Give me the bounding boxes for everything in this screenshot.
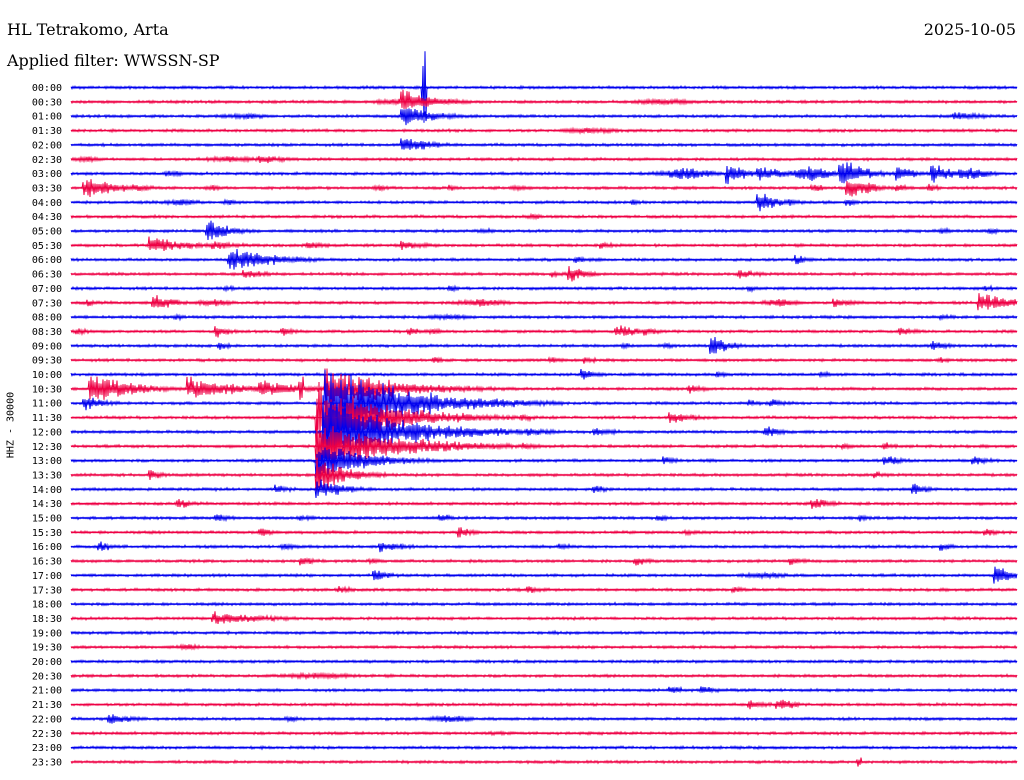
time-label: 09:30 — [32, 356, 62, 367]
time-label: 04:00 — [32, 198, 62, 209]
time-label: 23:00 — [32, 743, 62, 754]
time-label: 19:00 — [32, 628, 62, 639]
time-label: 17:00 — [32, 571, 62, 582]
time-label: 11:30 — [32, 413, 62, 424]
time-label: 14:30 — [32, 499, 62, 510]
time-label: 01:30 — [32, 126, 62, 137]
trace-row — [70, 381, 1018, 447]
trace-row — [70, 293, 1018, 311]
time-label: 00:00 — [32, 83, 62, 94]
trace-group — [70, 51, 1018, 767]
time-label: 02:30 — [32, 155, 62, 166]
time-label: 10:30 — [32, 384, 62, 395]
time-label: 12:00 — [32, 427, 62, 438]
time-label: 03:30 — [32, 183, 62, 194]
time-label: 16:00 — [32, 542, 62, 553]
time-label: 04:30 — [32, 212, 62, 223]
time-label: 07:00 — [32, 284, 62, 295]
time-label: 03:00 — [32, 169, 62, 180]
station-name: HL Tetrakomo, Arta — [7, 20, 169, 39]
time-label: 01:00 — [32, 112, 62, 123]
channel-label: HHZ - 30000 — [5, 391, 17, 459]
time-label: 13:00 — [32, 456, 62, 467]
time-label: 21:30 — [32, 700, 62, 711]
trace-row — [70, 220, 1018, 241]
time-label: 21:00 — [32, 686, 62, 697]
trace-row — [70, 89, 1018, 109]
time-label: 06:30 — [32, 270, 62, 281]
time-label: 20:30 — [32, 671, 62, 682]
time-label: 07:30 — [32, 298, 62, 309]
time-label: 18:00 — [32, 600, 62, 611]
trace-row — [70, 236, 1018, 252]
time-label: 14:00 — [32, 485, 62, 496]
time-label: 16:30 — [32, 557, 62, 568]
time-label: 10:00 — [32, 370, 62, 381]
time-label: 00:30 — [32, 97, 62, 108]
record-date: 2025-10-05 — [923, 20, 1016, 39]
time-label: 05:00 — [32, 227, 62, 238]
time-label: 19:30 — [32, 643, 62, 654]
trace-row — [70, 557, 1018, 566]
time-label: 22:30 — [32, 729, 62, 740]
time-label: 22:00 — [32, 714, 62, 725]
time-label: 05:30 — [32, 241, 62, 252]
trace-row — [70, 457, 1018, 491]
time-label-group: 00:00 00:30 01:00 01:30 02:00 02:30 03:00 03:30… — [32, 83, 62, 768]
time-label: 12:30 — [32, 442, 62, 453]
trace-row — [70, 611, 1018, 624]
time-label: 13:30 — [32, 470, 62, 481]
time-label: 02:00 — [32, 140, 62, 151]
filter-label: Applied filter: WWSSN-SP — [7, 51, 220, 70]
time-label: 08:00 — [32, 313, 62, 324]
time-label: 23:30 — [32, 757, 62, 768]
trace-row — [70, 138, 1018, 150]
time-label: 09:00 — [32, 341, 62, 352]
time-label: 15:00 — [32, 514, 62, 525]
time-label: 17:30 — [32, 585, 62, 596]
time-label: 18:30 — [32, 614, 62, 625]
time-label: 11:00 — [32, 399, 62, 410]
time-label: 08:30 — [32, 327, 62, 338]
time-label: 15:30 — [32, 528, 62, 539]
trace-row — [70, 369, 1018, 441]
time-label: 20:00 — [32, 657, 62, 668]
time-label: 06:00 — [32, 255, 62, 266]
